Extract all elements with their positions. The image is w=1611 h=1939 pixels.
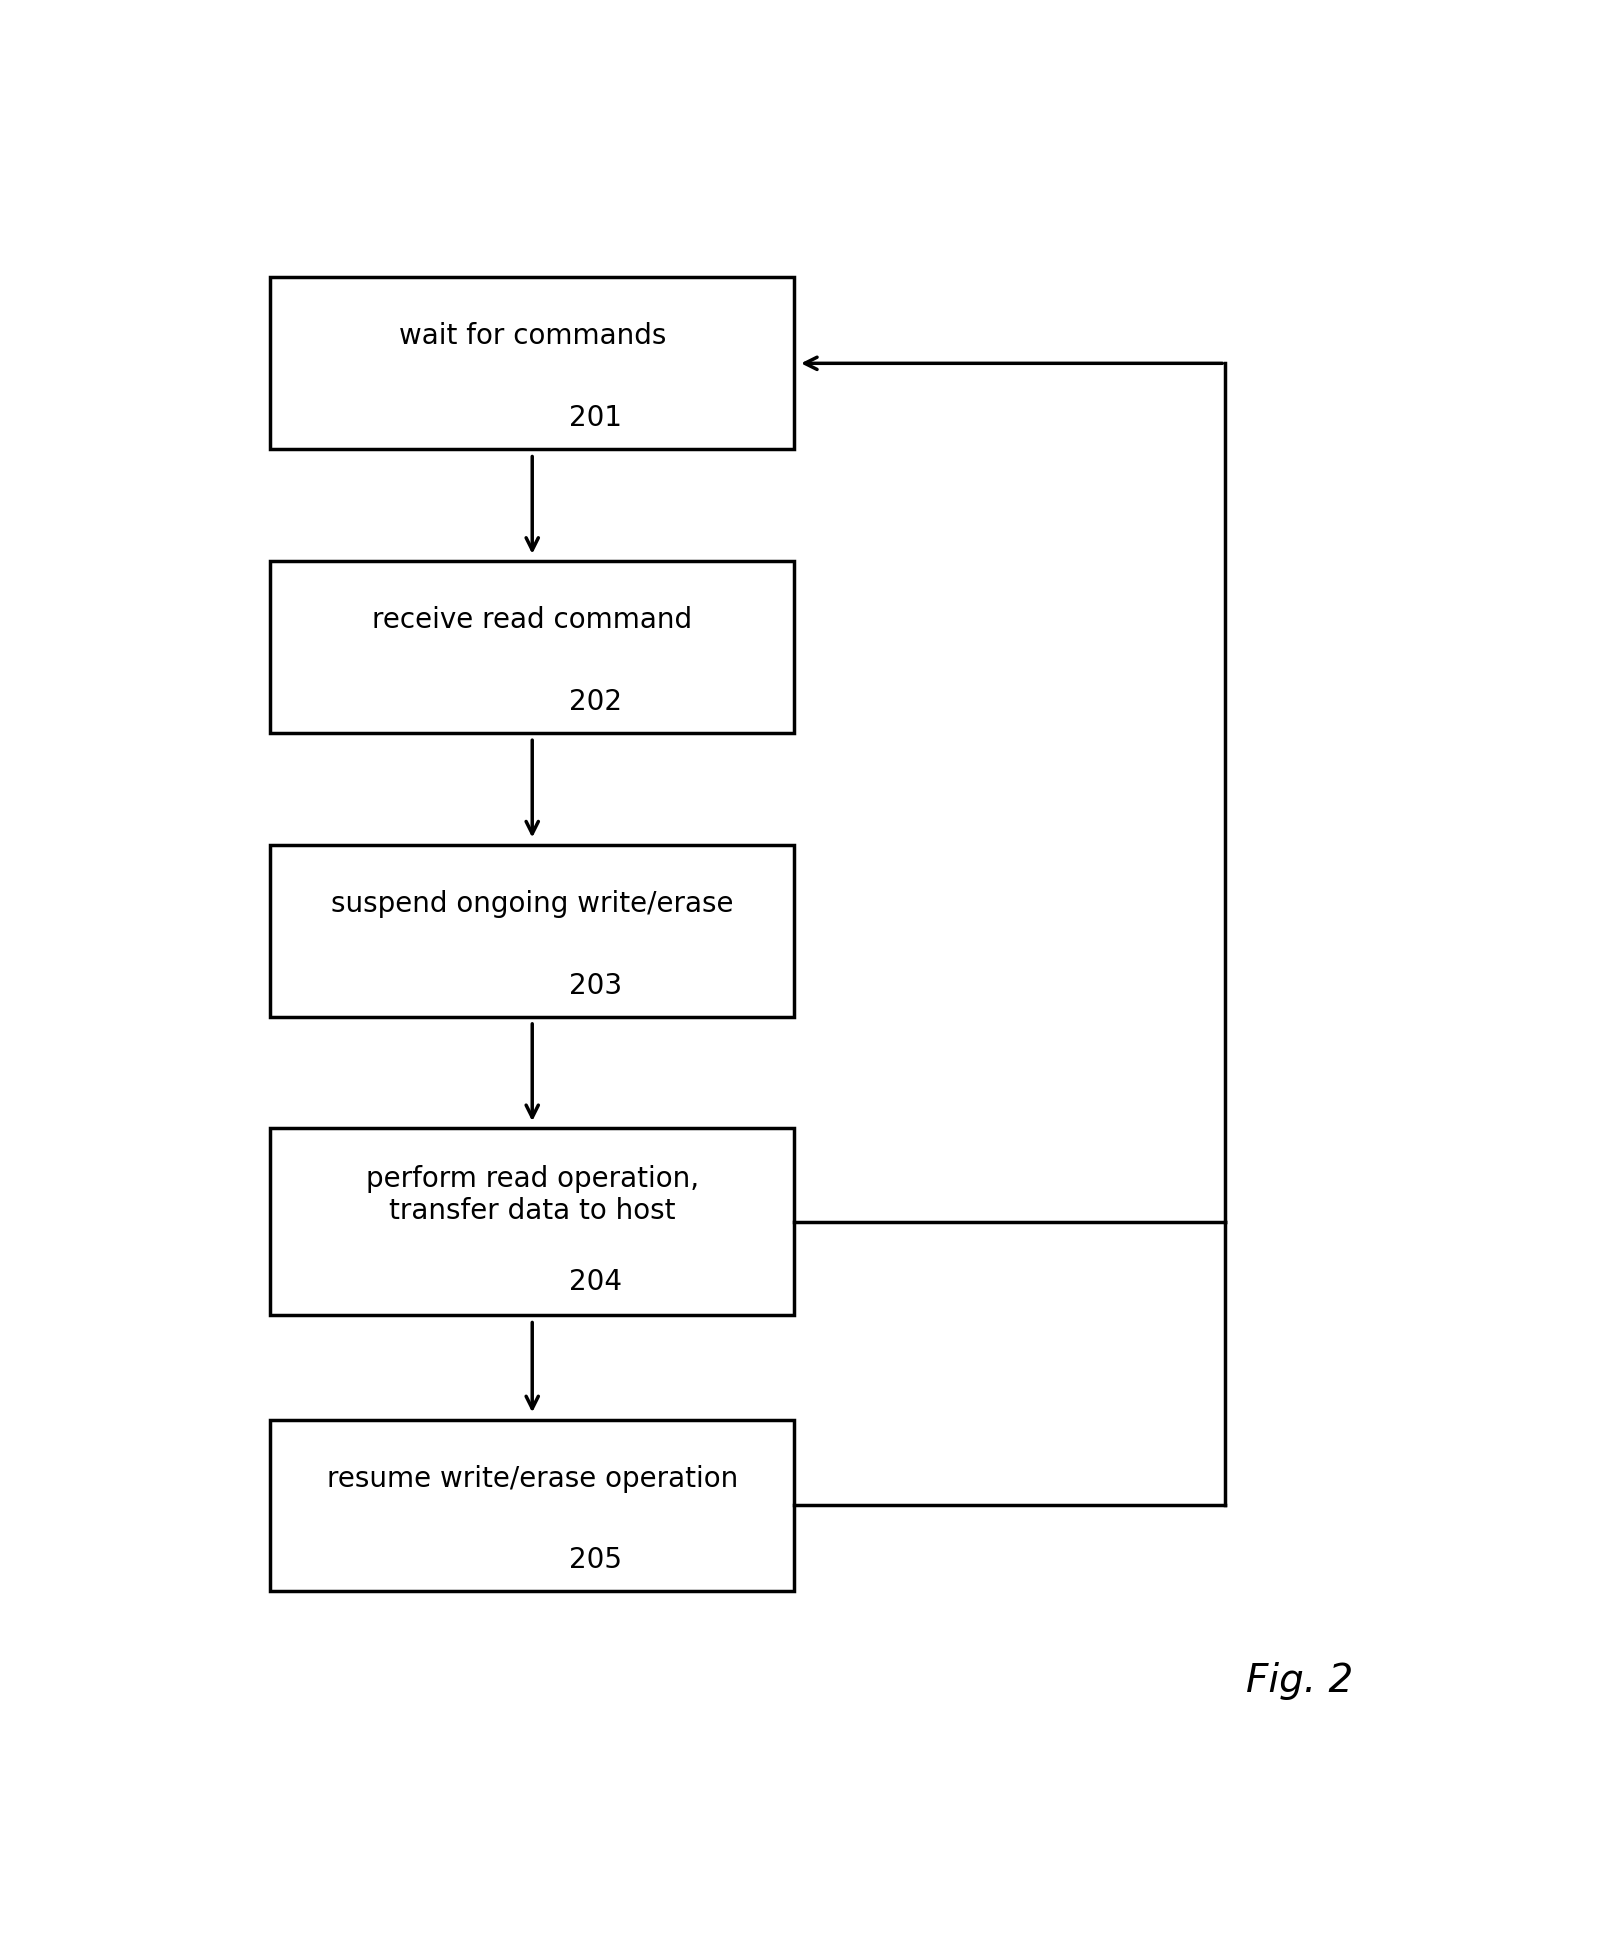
Bar bbox=[271, 277, 794, 450]
Text: wait for commands: wait for commands bbox=[398, 322, 665, 351]
Text: 203: 203 bbox=[569, 971, 622, 1001]
Text: 205: 205 bbox=[569, 1547, 622, 1574]
Bar bbox=[271, 1419, 794, 1592]
Text: 202: 202 bbox=[569, 688, 622, 715]
Bar bbox=[271, 845, 794, 1016]
Text: suspend ongoing write/erase: suspend ongoing write/erase bbox=[330, 890, 733, 917]
Bar bbox=[271, 1128, 794, 1315]
Bar bbox=[271, 560, 794, 733]
Text: perform read operation,
transfer data to host: perform read operation, transfer data to… bbox=[366, 1165, 699, 1225]
Text: 204: 204 bbox=[569, 1268, 622, 1295]
Text: receive read command: receive read command bbox=[372, 607, 693, 634]
Text: Fig. 2: Fig. 2 bbox=[1247, 1662, 1353, 1701]
Text: 201: 201 bbox=[569, 403, 622, 432]
Text: resume write/erase operation: resume write/erase operation bbox=[327, 1464, 738, 1493]
